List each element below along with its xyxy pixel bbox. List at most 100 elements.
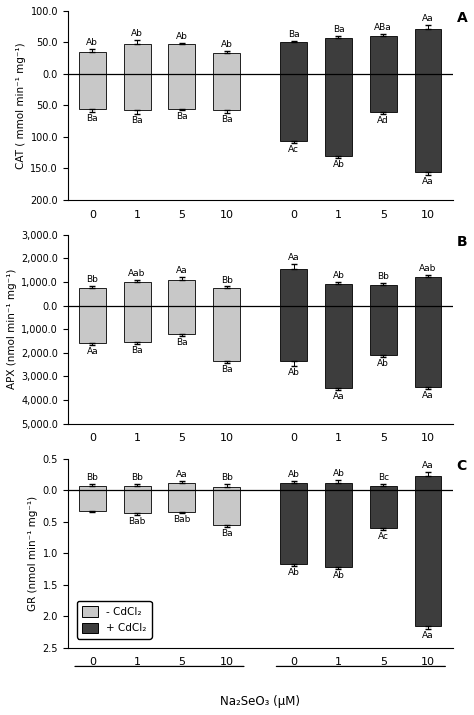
Text: Ba: Ba — [221, 115, 232, 124]
Bar — [280, 269, 307, 305]
Bar — [325, 490, 352, 567]
Text: Aa: Aa — [87, 347, 98, 356]
Text: Aa: Aa — [422, 177, 434, 186]
Text: Ba: Ba — [221, 529, 232, 538]
Text: Bb: Bb — [221, 473, 233, 483]
Bar — [79, 305, 106, 343]
Bar — [168, 280, 195, 305]
Bar — [280, 490, 307, 563]
Bar — [124, 490, 151, 513]
Bar — [370, 490, 397, 528]
Bar — [280, 42, 307, 74]
Text: Aa: Aa — [176, 266, 188, 275]
Text: Ba: Ba — [131, 346, 143, 355]
Text: Aa: Aa — [422, 14, 434, 24]
Bar — [124, 282, 151, 305]
Bar — [213, 288, 240, 305]
Bar — [415, 277, 441, 305]
Text: Ba: Ba — [176, 112, 188, 121]
Text: Ab: Ab — [176, 32, 188, 41]
Bar — [79, 74, 106, 109]
Text: Bb: Bb — [86, 473, 98, 483]
Text: Ab: Ab — [221, 39, 233, 49]
Bar — [213, 487, 240, 490]
Text: Ba: Ba — [221, 365, 232, 373]
Bar — [213, 53, 240, 74]
Text: Bb: Bb — [221, 275, 233, 285]
Text: Ab: Ab — [377, 359, 389, 368]
Text: Bb: Bb — [86, 275, 98, 284]
Text: Ab: Ab — [86, 38, 98, 46]
Bar — [415, 74, 441, 172]
Bar — [79, 52, 106, 74]
Text: Aa: Aa — [422, 631, 434, 640]
Y-axis label: CAT ( mmol min⁻¹ mg⁻¹): CAT ( mmol min⁻¹ mg⁻¹) — [16, 42, 26, 169]
Bar — [370, 36, 397, 74]
Text: Aa: Aa — [176, 470, 188, 479]
Text: Aa: Aa — [422, 461, 434, 470]
Bar — [325, 74, 352, 156]
Bar — [79, 288, 106, 305]
Text: Bb: Bb — [377, 272, 389, 281]
Bar — [370, 74, 397, 112]
Bar — [370, 305, 397, 355]
Text: Ac: Ac — [378, 532, 389, 541]
Legend: - CdCl₂, + CdCl₂: - CdCl₂, + CdCl₂ — [77, 601, 152, 638]
Bar — [325, 285, 352, 305]
Text: Bb: Bb — [131, 473, 143, 483]
Text: Bab: Bab — [128, 517, 146, 526]
Bar — [415, 305, 441, 387]
Text: Ab: Ab — [288, 568, 300, 577]
Text: Ba: Ba — [131, 117, 143, 125]
Text: Aa: Aa — [333, 393, 344, 401]
Bar — [124, 305, 151, 342]
Text: Ba: Ba — [176, 338, 188, 347]
Text: Ba: Ba — [333, 24, 344, 34]
Text: Ab: Ab — [288, 368, 300, 377]
Bar — [415, 29, 441, 74]
Text: ABa: ABa — [374, 24, 392, 32]
Bar — [415, 476, 441, 490]
Bar — [213, 74, 240, 111]
Text: Ab: Ab — [333, 469, 345, 478]
Bar — [280, 74, 307, 142]
Text: Aa: Aa — [422, 391, 434, 400]
Y-axis label: APX (nmol min⁻¹ mg⁻¹): APX (nmol min⁻¹ mg⁻¹) — [7, 269, 17, 390]
Bar — [325, 305, 352, 388]
Bar — [124, 44, 151, 74]
Bar — [168, 305, 195, 334]
Text: Ba: Ba — [87, 114, 98, 123]
Text: A: A — [456, 11, 467, 25]
Bar — [280, 305, 307, 361]
Bar — [168, 483, 195, 490]
Bar — [168, 490, 195, 512]
Text: Ab: Ab — [333, 571, 345, 581]
Text: Ac: Ac — [288, 145, 299, 154]
Bar — [280, 483, 307, 490]
Text: Ba: Ba — [288, 29, 300, 39]
Bar — [325, 38, 352, 74]
Text: Bc: Bc — [378, 473, 389, 482]
Bar — [168, 74, 195, 109]
Bar — [213, 305, 240, 361]
Bar — [79, 485, 106, 490]
Text: Ab: Ab — [131, 29, 143, 38]
Text: Bab: Bab — [173, 516, 191, 524]
Text: Ab: Ab — [333, 160, 345, 169]
Bar — [79, 490, 106, 511]
Bar — [325, 483, 352, 490]
Bar — [213, 490, 240, 525]
Bar — [124, 485, 151, 490]
X-axis label: Na₂SeO₃ (μM): Na₂SeO₃ (μM) — [220, 695, 300, 708]
Bar — [415, 490, 441, 626]
Text: Ab: Ab — [288, 470, 300, 478]
Y-axis label: GR (nmol min⁻¹ mg⁻¹): GR (nmol min⁻¹ mg⁻¹) — [28, 495, 38, 611]
Text: Aab: Aab — [128, 269, 146, 277]
Bar — [370, 285, 397, 305]
Text: Aab: Aab — [419, 265, 437, 273]
Bar — [168, 44, 195, 74]
Text: Ab: Ab — [333, 272, 345, 280]
Text: B: B — [456, 235, 467, 249]
Bar — [124, 74, 151, 110]
Text: C: C — [456, 458, 467, 473]
